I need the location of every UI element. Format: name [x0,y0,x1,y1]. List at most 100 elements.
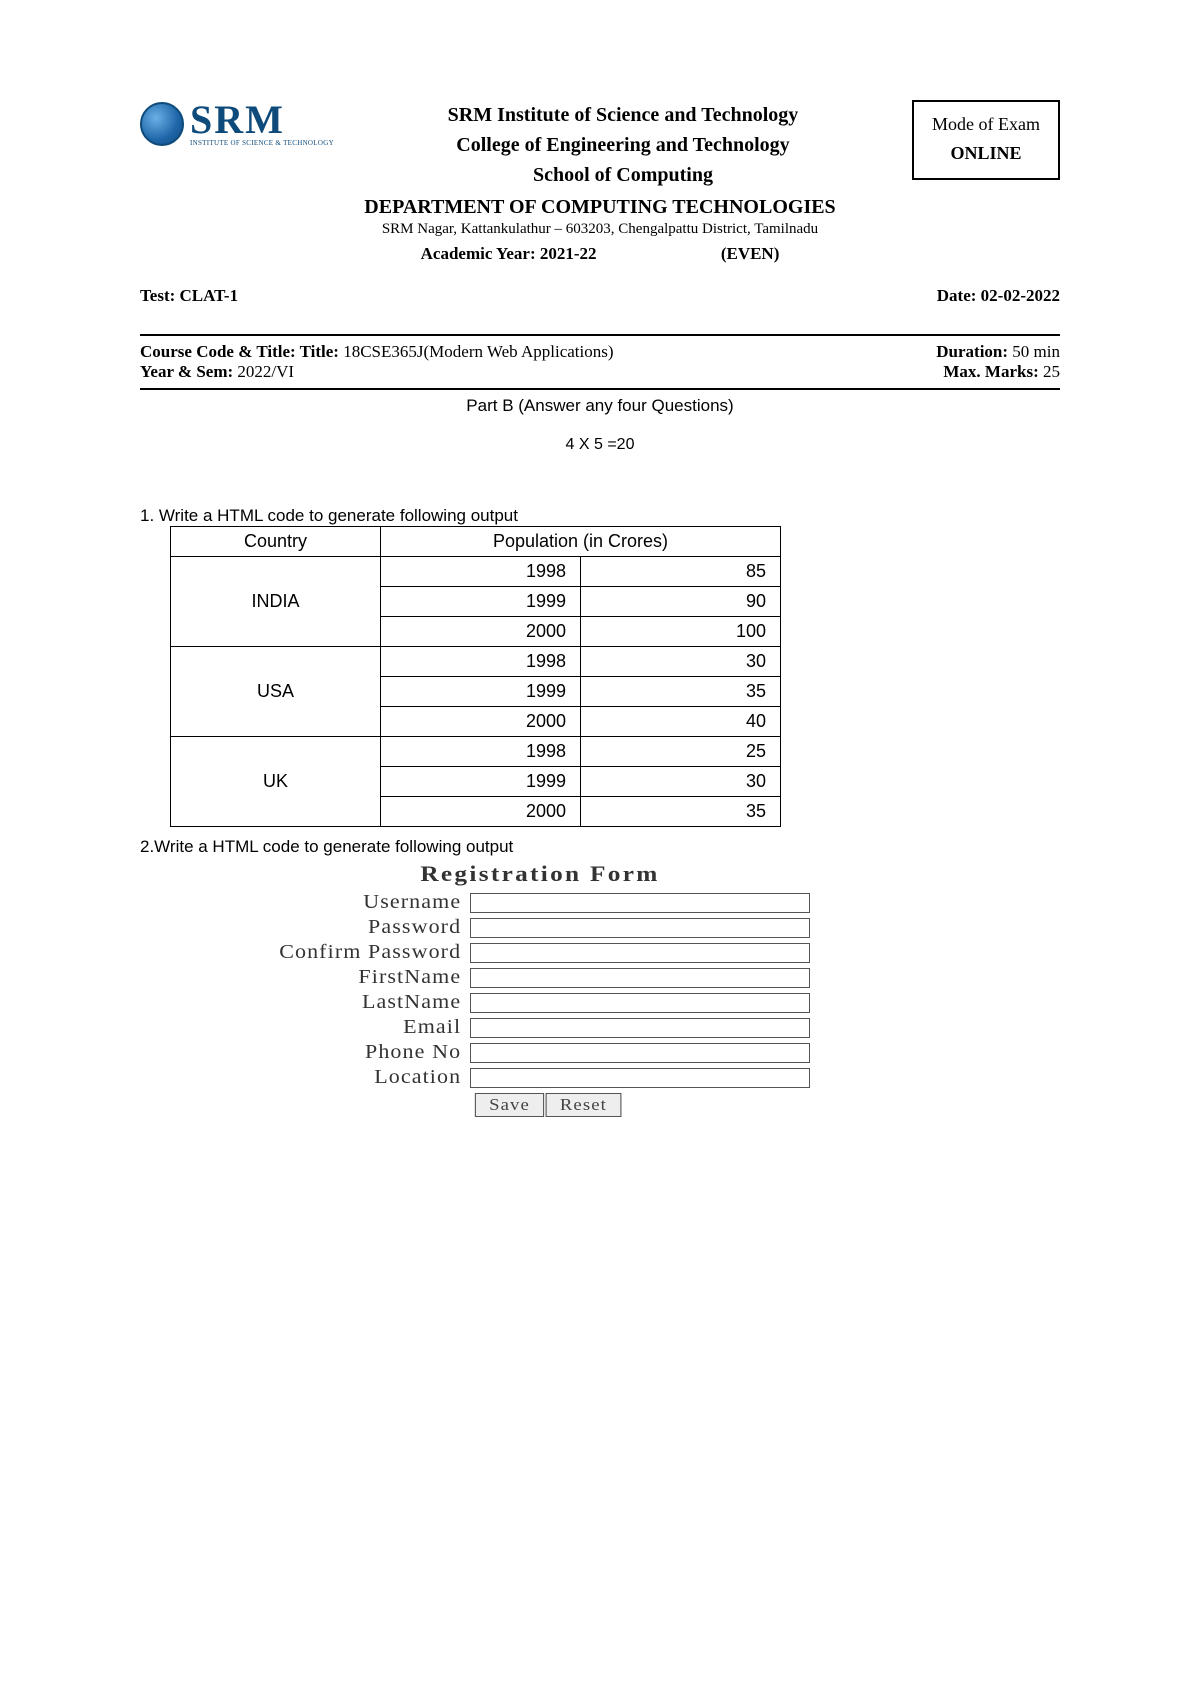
mode-of-exam-box: Mode of Exam ONLINE [912,100,1060,180]
course-label: Course Code & Title: Title: [140,342,339,361]
year-max-row: Year & Sem: 2022/VI Max. Marks: 25 [140,362,1060,382]
form-label: FirstName [162,966,470,989]
department-line: DEPARTMENT OF COMPUTING TECHNOLOGIES [140,196,1060,219]
form-label: LastName [162,991,470,1014]
year-cell: 1998 [381,647,581,677]
form-input[interactable] [470,918,810,938]
header-row: SRM INSTITUTE OF SCIENCE & TECHNOLOGY SR… [140,100,1060,190]
form-label: Email [162,1016,470,1039]
form-input[interactable] [470,893,810,913]
part-b-title: Part B (Answer any four Questions) [140,396,1060,416]
country-cell: UK [171,737,381,827]
ay-label: Academic Year: [421,244,536,263]
year-cell: 1998 [381,557,581,587]
population-table: Country Population (in Crores) INDIA1998… [170,526,781,827]
form-row: Location [190,1066,890,1089]
table-row: UK199825 [171,737,781,767]
form-row: Username [190,891,890,914]
form-row: Email [190,1016,890,1039]
table-row: USA199830 [171,647,781,677]
col-country: Country [171,527,381,557]
course-cell: Course Code & Title: Title: 18CSE365J(Mo… [140,342,614,362]
value-cell: 30 [581,647,781,677]
form-row: Password [190,916,890,939]
value-cell: 100 [581,617,781,647]
institute-line3: School of Computing [354,160,892,190]
test-date-row: Test: CLAT-1 Date: 02-02-2022 [140,286,1060,306]
year-cell: 2000 [381,797,581,827]
form-input[interactable] [470,1043,810,1063]
date-label: Date: [937,286,977,305]
mode-of-exam-label: Mode of Exam [932,110,1040,139]
value-cell: 30 [581,767,781,797]
course-duration-row: Course Code & Title: Title: 18CSE365J(Mo… [140,342,1060,362]
form-label: Confirm Password [162,941,470,964]
academic-year-row: Academic Year: 2021-22 (EVEN) [140,244,1060,264]
form-input[interactable] [470,993,810,1013]
year-cell: 2000 [381,617,581,647]
table-header-row: Country Population (in Crores) [171,527,781,557]
save-button[interactable]: Save [475,1093,544,1117]
form-label: Username [162,891,470,914]
even-label: (EVEN) [721,244,780,263]
value-cell: 90 [581,587,781,617]
form-label: Location [162,1066,470,1089]
max-label: Max. Marks: [943,362,1038,381]
mode-of-exam-value: ONLINE [932,139,1040,168]
form-row: Phone No [190,1041,890,1064]
registration-form: Registration Form UsernamePasswordConfir… [190,861,890,1117]
form-row: FirstName [190,966,890,989]
form-label: Password [162,916,470,939]
course-meta-block: Course Code & Title: Title: 18CSE365J(Mo… [140,334,1060,390]
reset-button[interactable]: Reset [546,1093,622,1117]
year-cell: 1999 [381,677,581,707]
col-population: Population (in Crores) [381,527,781,557]
value-cell: 35 [581,797,781,827]
logo-text: SRM INSTITUTE OF SCIENCE & TECHNOLOGY [190,100,334,147]
part-b-marks: 4 X 5 =20 [140,436,1060,454]
form-row: Confirm Password [190,941,890,964]
duration-label: Duration: [936,342,1008,361]
duration-value: 50 min [1012,342,1060,361]
ys-label: Year & Sem: [140,362,233,381]
country-cell: USA [171,647,381,737]
registration-form-title: Registration Form [138,861,943,887]
institute-line2: College of Engineering and Technology [354,130,892,160]
address-line: SRM Nagar, Kattankulathur – 603203, Chen… [140,221,1060,238]
value-cell: 35 [581,677,781,707]
logo-main: SRM [190,100,334,140]
srm-logo: SRM INSTITUTE OF SCIENCE & TECHNOLOGY [140,100,334,147]
year-cell: 1998 [381,737,581,767]
form-input[interactable] [470,968,810,988]
ys-value: 2022/VI [237,362,294,381]
question-2-text: 2.Write a HTML code to generate followin… [140,837,1060,857]
institute-line1: SRM Institute of Science and Technology [354,100,892,130]
registration-buttons: Save Reset [478,1093,890,1117]
year-sem-cell: Year & Sem: 2022/VI [140,362,294,382]
max-value: 25 [1043,362,1060,381]
form-input[interactable] [470,1018,810,1038]
max-marks-cell: Max. Marks: 25 [943,362,1060,382]
question-1-text: 1. Write a HTML code to generate followi… [140,506,1060,526]
year-cell: 2000 [381,707,581,737]
year-cell: 1999 [381,767,581,797]
value-cell: 85 [581,557,781,587]
form-label: Phone No [162,1041,470,1064]
country-cell: INDIA [171,557,381,647]
form-row: LastName [190,991,890,1014]
form-input[interactable] [470,943,810,963]
test-value: CLAT-1 [180,286,239,305]
test-label: Test: [140,286,175,305]
ay-value: 2021-22 [540,244,597,263]
date-value: 02-02-2022 [981,286,1060,305]
institute-title-block: SRM Institute of Science and Technology … [354,100,892,190]
year-cell: 1999 [381,587,581,617]
logo-emblem-icon [140,102,184,146]
exam-paper-page: SRM INSTITUTE OF SCIENCE & TECHNOLOGY SR… [0,0,1200,1117]
logo-sub: INSTITUTE OF SCIENCE & TECHNOLOGY [190,140,334,147]
table-row: INDIA199885 [171,557,781,587]
form-input[interactable] [470,1068,810,1088]
duration-cell: Duration: 50 min [936,342,1060,362]
value-cell: 25 [581,737,781,767]
date-label-block: Date: 02-02-2022 [937,286,1060,306]
